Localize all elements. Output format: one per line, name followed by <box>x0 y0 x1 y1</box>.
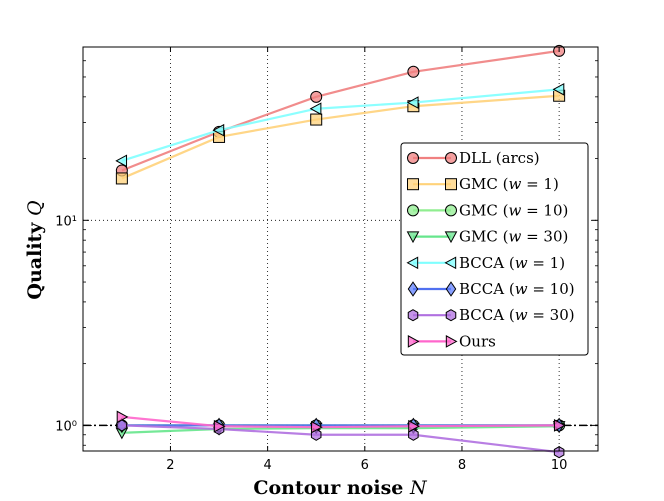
data-point <box>213 419 226 433</box>
data-point <box>311 420 323 434</box>
legend-marker <box>407 178 419 191</box>
data-point <box>115 154 128 168</box>
legend-marker <box>406 256 419 270</box>
legend-item: DLL (arcs) <box>407 149 540 167</box>
legend-label: GMC (w = 30) <box>459 228 568 246</box>
x-tick-label: 2 <box>166 458 174 473</box>
x-tick-label: 4 <box>263 458 271 473</box>
x-axis-title-text: Contour noise <box>253 477 410 499</box>
legend-marker <box>406 231 420 244</box>
legend-marker <box>445 335 458 348</box>
legend-marker <box>407 309 419 322</box>
x-axis-title-var: N <box>409 477 428 499</box>
legend-item: BCCA (w = 30) <box>407 306 575 324</box>
data-point <box>407 65 420 78</box>
legend-item: GMC (w = 1) <box>407 175 559 193</box>
data-point <box>212 123 225 137</box>
x-axis-title: Contour noise N <box>253 477 428 499</box>
data-point <box>406 96 419 109</box>
legend-label: GMC (w = 1) <box>459 175 559 193</box>
data-point <box>310 113 323 126</box>
legend-item: GMC (w = 10) <box>407 201 568 219</box>
series-bcca-w-1 <box>115 83 565 168</box>
y-axis-title-var: Q <box>24 200 46 216</box>
legend-label: BCCA (w = 10) <box>459 280 575 298</box>
series-ours <box>116 410 566 434</box>
data-point <box>115 172 128 185</box>
x-tick-label: 8 <box>458 458 466 473</box>
legend-marker <box>407 281 419 297</box>
y-axis-title-text: Quality <box>24 216 46 300</box>
grid <box>83 47 598 451</box>
data-point <box>553 446 565 459</box>
series-gmc-w-1 <box>115 89 566 185</box>
legend-item: Ours <box>407 332 496 350</box>
y-tick-label: 10⁰ <box>55 419 77 434</box>
legend-item: BCCA (w = 1) <box>406 254 565 272</box>
data-point <box>552 83 565 96</box>
data-point <box>310 90 323 103</box>
legend-label: BCCA (w = 1) <box>459 254 565 272</box>
plot-frame <box>82 46 599 452</box>
x-tick-label: 10 <box>551 458 568 473</box>
legend-item: GMC (w = 30) <box>406 228 568 246</box>
legend-label: DLL (arcs) <box>459 149 540 167</box>
data-point <box>309 102 322 116</box>
legend-marker <box>444 256 457 270</box>
legend-marker <box>407 152 419 164</box>
data-point <box>408 419 420 433</box>
legend-marker <box>444 231 458 244</box>
y-axis-title: Quality Q <box>24 200 46 299</box>
legend-box <box>400 142 589 356</box>
legend-marker <box>445 204 457 217</box>
legend-label: GMC (w = 10) <box>459 201 568 219</box>
series-group <box>115 44 566 459</box>
legend-label: Ours <box>459 332 496 350</box>
ticks: 2 4 6 8 10 10⁰ 10¹ <box>55 47 598 473</box>
data-point <box>116 410 129 424</box>
legend-marker <box>407 335 420 348</box>
legend-marker <box>445 152 457 164</box>
legend-marker <box>445 281 457 297</box>
legend-marker <box>445 178 457 191</box>
legend-item: BCCA (w = 10) <box>407 280 575 298</box>
legend: DLL (arcs) GMC (w = 1) GMC (w = 10) GMC (w … <box>400 142 589 356</box>
data-point <box>553 419 566 432</box>
y-tick-label: 10¹ <box>55 214 77 229</box>
x-tick-label: 6 <box>361 458 369 473</box>
legend-label: BCCA (w = 30) <box>459 306 575 324</box>
legend-marker <box>407 204 419 217</box>
legend-marker <box>445 309 457 322</box>
